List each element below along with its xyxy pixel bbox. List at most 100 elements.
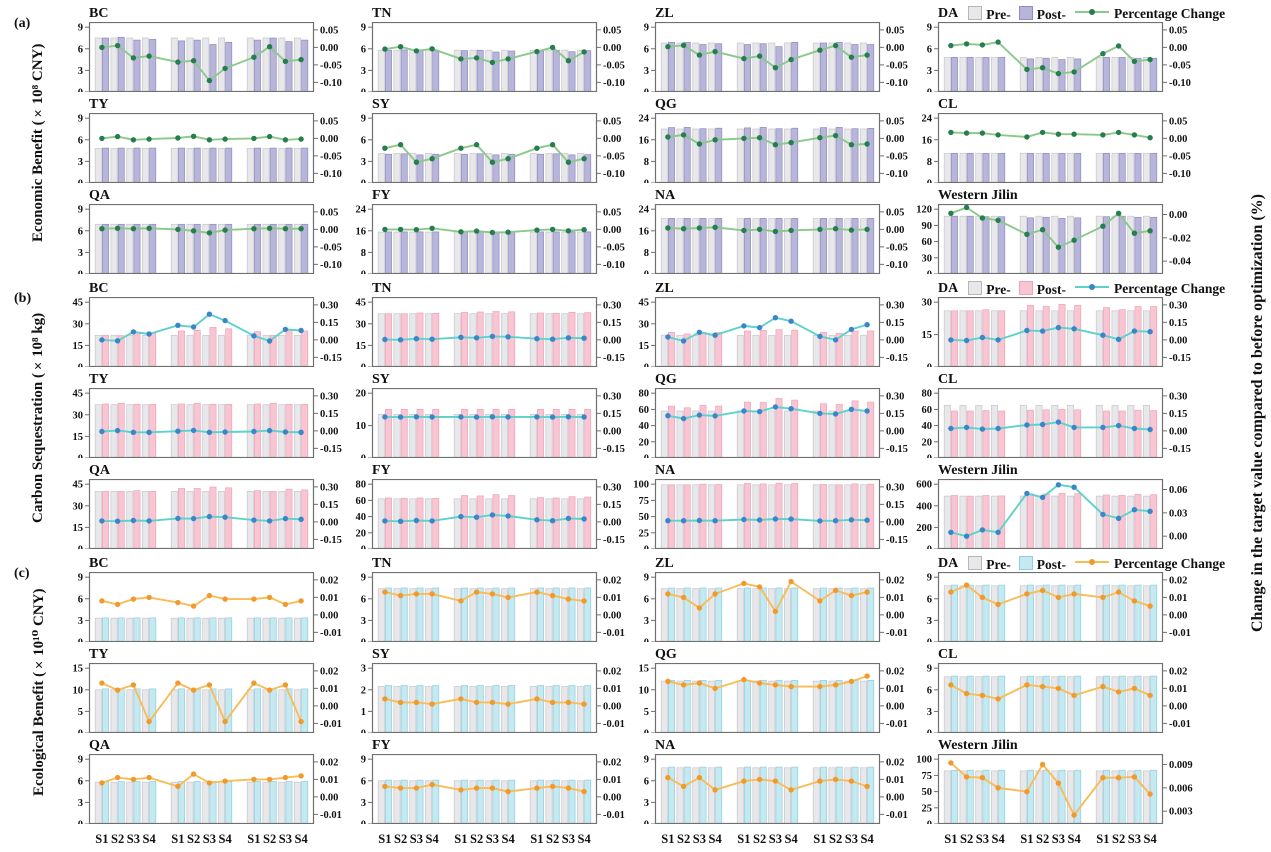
- line-marker: [1024, 789, 1030, 795]
- right-tick-label: 0.15: [886, 318, 904, 329]
- left-tick-label: 0: [644, 820, 649, 825]
- right-tick-label: 0.00: [603, 225, 621, 236]
- line-marker: [680, 518, 687, 524]
- subplot-plot: 2416800.050.00-0.05-0.10: [922, 112, 1191, 190]
- post-bar: [998, 584, 1006, 643]
- post-bar: [461, 779, 468, 825]
- x-tick-label: S2: [829, 832, 843, 846]
- line-marker: [712, 48, 718, 55]
- left-tick-label: 30: [639, 319, 650, 330]
- post-bar: [775, 482, 783, 550]
- left-tick-label: 75: [922, 771, 933, 782]
- left-tick-label: 6: [927, 685, 932, 696]
- line-marker: [190, 133, 197, 139]
- right-tick-label: 0.05: [886, 116, 904, 127]
- post-bar: [998, 495, 1006, 550]
- pre-bar: [812, 334, 820, 368]
- line-marker: [1039, 129, 1046, 136]
- pre-bar: [676, 484, 684, 550]
- post-bar: [568, 496, 576, 550]
- line-marker: [190, 603, 197, 609]
- pre-bar: [246, 148, 254, 184]
- right-tick-label: -0.04: [1169, 257, 1192, 268]
- line-marker: [1115, 43, 1122, 49]
- pre-bar: [844, 128, 852, 184]
- left-tick-label: 0: [644, 363, 649, 368]
- line-marker: [948, 760, 954, 766]
- pre-bar: [1035, 57, 1043, 93]
- pre-bar: [170, 223, 178, 275]
- line-marker: [114, 338, 121, 344]
- pre-bar: [1095, 310, 1103, 368]
- post-bar: [851, 128, 859, 184]
- pre-bar: [943, 404, 951, 459]
- left-tick-label: 60: [922, 237, 933, 248]
- line-marker: [397, 142, 404, 148]
- x-tick-label: S1: [1096, 832, 1110, 846]
- right-tick-label: 0.02: [320, 575, 338, 586]
- line-marker: [963, 41, 970, 47]
- legend-line-sample: [1074, 284, 1109, 290]
- line-marker: [741, 516, 747, 523]
- left-tick-label: 3: [927, 616, 932, 627]
- left-tick-label: 6: [78, 135, 83, 146]
- line-marker: [741, 408, 747, 414]
- post-bar: [1027, 769, 1034, 825]
- line-marker: [458, 229, 464, 235]
- subplot-bc: BC45301500.300.150.00-0.15: [62, 281, 345, 374]
- pre-bar: [692, 410, 700, 459]
- post-bar: [1103, 494, 1110, 550]
- right-tick-label: 0.01: [603, 775, 621, 786]
- line-marker: [948, 682, 954, 688]
- line-marker: [963, 130, 970, 136]
- left-tick-label: 6: [361, 44, 366, 55]
- right-tick-label: 0.01: [320, 775, 338, 786]
- post-bar: [117, 617, 125, 643]
- left-tick-label: 120: [916, 205, 932, 216]
- legend-pre: Pre-: [968, 280, 1011, 298]
- right-tick-label: 0.05: [1169, 116, 1187, 127]
- line-marker: [817, 518, 823, 524]
- pre-bar: [975, 57, 983, 93]
- pre-bar: [202, 334, 210, 368]
- line-marker: [1039, 65, 1046, 71]
- line-marker: [489, 785, 496, 791]
- line-marker: [712, 137, 718, 143]
- subplot-ty: TY45301500.300.150.00-0.15: [62, 372, 345, 465]
- line-marker: [190, 324, 197, 330]
- post-bar: [683, 766, 691, 825]
- x-tick-label: S2: [546, 832, 560, 846]
- right-tick-label: 0.02: [603, 575, 621, 586]
- line-marker: [534, 589, 540, 595]
- post-bar: [1027, 493, 1034, 550]
- panel-gutter: (b) Carbon Sequestration (×10⁸ kg): [6, 281, 62, 554]
- post-bar: [1074, 493, 1082, 550]
- line-marker: [397, 337, 404, 343]
- line-marker: [114, 133, 121, 140]
- left-tick-label: 0: [78, 638, 83, 643]
- pre-bar: [202, 781, 210, 825]
- legend-pre: Pre-: [968, 555, 1011, 573]
- right-tick-label: 0.00: [886, 134, 904, 145]
- post-bar: [1074, 152, 1082, 184]
- post-bar: [285, 223, 293, 275]
- panel-gutter: (c) Ecological Benefit (×10¹⁰ CNY): [6, 556, 62, 829]
- post-bar: [851, 766, 859, 825]
- left-tick-label: 0: [927, 638, 932, 643]
- line-marker: [206, 682, 213, 688]
- left-tick-label: 0: [78, 88, 83, 93]
- post-bar: [1042, 152, 1050, 184]
- line-marker: [266, 594, 273, 601]
- line-marker: [963, 533, 970, 539]
- post-bar: [285, 329, 293, 368]
- pre-bar: [860, 128, 867, 184]
- line-marker: [175, 783, 181, 790]
- line-marker: [222, 596, 228, 602]
- subplot-plot: 96300.020.010.00-0.01: [78, 571, 342, 649]
- right-tick-label: 0.01: [886, 775, 904, 786]
- plot-frame: [654, 387, 881, 459]
- pre-bar: [485, 49, 493, 93]
- post-bar: [400, 498, 408, 550]
- left-tick-label: 3: [361, 664, 366, 675]
